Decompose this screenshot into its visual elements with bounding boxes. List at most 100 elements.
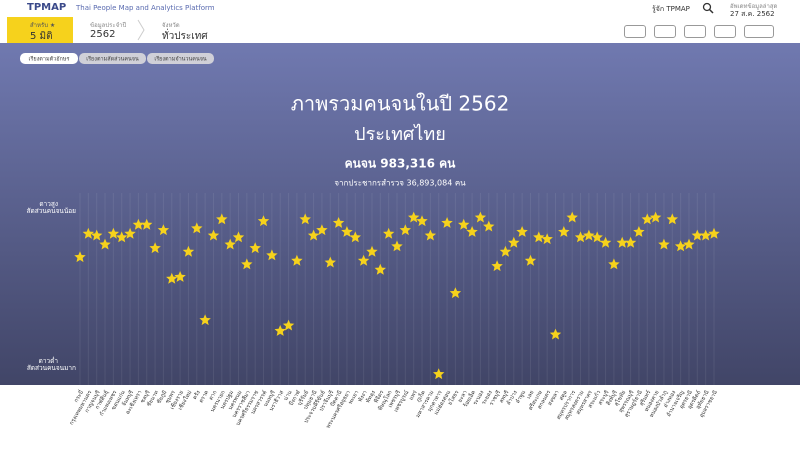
star[interactable] [366,245,378,257]
star[interactable] [249,242,261,254]
star[interactable] [357,254,370,266]
star[interactable] [616,236,628,248]
star[interactable] [433,368,445,380]
tab[interactable] [147,53,214,64]
x-tick-label: แพร่ [408,390,418,402]
star[interactable] [416,215,428,227]
star[interactable] [458,218,470,230]
star[interactable] [399,224,411,236]
star[interactable] [174,271,186,282]
star[interactable] [666,213,678,225]
star[interactable] [683,238,695,250]
star[interactable] [282,319,295,331]
star[interactable] [74,251,86,263]
star[interactable] [641,213,653,225]
star[interactable] [199,314,211,326]
star[interactable] [624,236,637,248]
star[interactable] [82,227,94,239]
star[interactable] [558,226,570,237]
star[interactable] [449,287,462,299]
star[interactable] [316,224,328,236]
star[interactable] [533,231,545,243]
star[interactable] [658,238,670,250]
star[interactable] [349,231,361,243]
star[interactable] [124,227,136,239]
star[interactable] [257,215,270,227]
star[interactable] [499,245,512,257]
star[interactable] [307,229,320,241]
star[interactable] [574,231,587,243]
star[interactable] [424,229,437,241]
star[interactable] [374,263,386,275]
star[interactable] [216,213,228,225]
star[interactable] [391,240,403,252]
logo[interactable]: TPMAP [27,2,67,13]
button[interactable] [654,25,676,38]
star[interactable] [241,258,253,270]
star[interactable] [132,218,145,230]
star[interactable] [508,236,520,248]
star[interactable] [549,328,562,340]
star[interactable] [649,211,662,223]
year-value[interactable]: 2562 [90,29,116,40]
star[interactable] [182,245,195,257]
star[interactable] [291,254,303,266]
button[interactable] [684,25,706,38]
tab[interactable] [20,53,78,64]
button[interactable] [624,25,646,38]
star[interactable] [207,229,220,241]
dimension-label: สำหรับ ★ [30,22,56,29]
button[interactable] [714,25,736,38]
star[interactable] [483,220,495,232]
star[interactable] [541,233,553,245]
star[interactable] [332,217,345,228]
star[interactable] [491,260,503,272]
star[interactable] [324,256,336,268]
star[interactable] [591,231,603,243]
star[interactable] [474,211,487,223]
button[interactable] [744,25,774,38]
dimension-box[interactable]: สำหรับ ★ 5 มิติ [7,17,73,43]
star[interactable] [91,229,103,241]
star[interactable] [466,226,478,237]
star[interactable] [224,238,236,250]
star[interactable] [708,227,720,239]
star[interactable] [700,229,712,241]
star[interactable] [157,224,170,236]
star[interactable] [274,325,286,336]
star[interactable] [116,231,128,243]
tab-label[interactable]: เรียงตามตัวอักษร [29,56,70,63]
tab-label[interactable]: เรียงตามจำนวนคนจน [154,56,207,63]
star[interactable] [99,238,111,250]
star[interactable] [232,231,245,243]
star[interactable] [191,222,203,234]
star[interactable] [107,227,120,239]
star[interactable] [608,258,620,270]
star[interactable] [441,217,453,228]
search-icon[interactable] [702,2,714,14]
star[interactable] [524,254,537,266]
star[interactable] [566,211,578,223]
star[interactable] [633,226,645,237]
star[interactable] [691,229,703,241]
star[interactable] [599,236,612,248]
tab-label[interactable]: เรียงตามสัดส่วนคนจน [86,56,139,63]
province-value[interactable]: ทั่วประเทศ [162,31,208,42]
chevron [137,19,145,41]
star[interactable] [149,242,161,254]
star[interactable] [266,249,278,261]
x-tick-label: ยะลา [457,390,469,404]
star[interactable] [299,213,311,225]
star[interactable] [516,226,528,237]
star[interactable] [408,211,420,223]
star[interactable] [674,240,687,252]
chart-subtitle: ประเทศไทย [354,123,446,145]
star[interactable] [166,272,178,284]
tab[interactable] [79,53,146,64]
star[interactable] [341,226,353,237]
star[interactable] [583,229,595,241]
about-link[interactable]: รู้จัก TPMAP [652,5,690,13]
chart-title: ภาพรวมคนจนในปี 2562 [291,92,510,116]
star[interactable] [141,218,153,230]
star[interactable] [383,227,395,239]
